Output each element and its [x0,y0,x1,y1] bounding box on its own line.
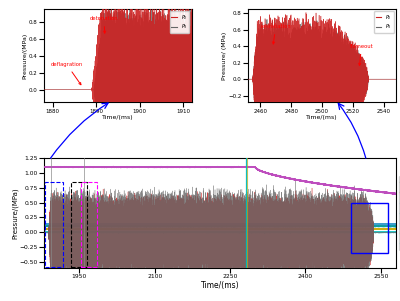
Bar [81,182,97,267]
Bar [71,182,87,267]
Text: detonation: detonation [90,16,118,33]
X-axis label: Time/(ms): Time/(ms) [102,115,134,120]
Y-axis label: Pressure/(MPa): Pressure/(MPa) [23,33,28,79]
Legend: $P_3$, $P_2$, $P_1$, $P_{air}$, $P_{fuel}$, $P_i$, $P_c$: $P_3$, $P_2$, $P_1$, $P_{air}$, $P_{fuel… [399,176,400,250]
Y-axis label: Pressure/(MPa): Pressure/(MPa) [12,187,18,239]
Bar [351,203,388,253]
Text: re-initiation: re-initiation [260,24,291,44]
Legend: $P_2$, $P_3$: $P_2$, $P_3$ [374,11,394,33]
X-axis label: Time/(ms): Time/(ms) [201,281,239,290]
X-axis label: Time/(ms): Time/(ms) [306,115,338,120]
Text: deflagration: deflagration [50,62,83,85]
Y-axis label: Pressure/ (MPa): Pressure/ (MPa) [222,32,227,80]
Bar [45,182,63,267]
Legend: $P_2$, $P_3$: $P_2$, $P_3$ [170,11,190,33]
Text: flameout: flameout [350,44,374,65]
